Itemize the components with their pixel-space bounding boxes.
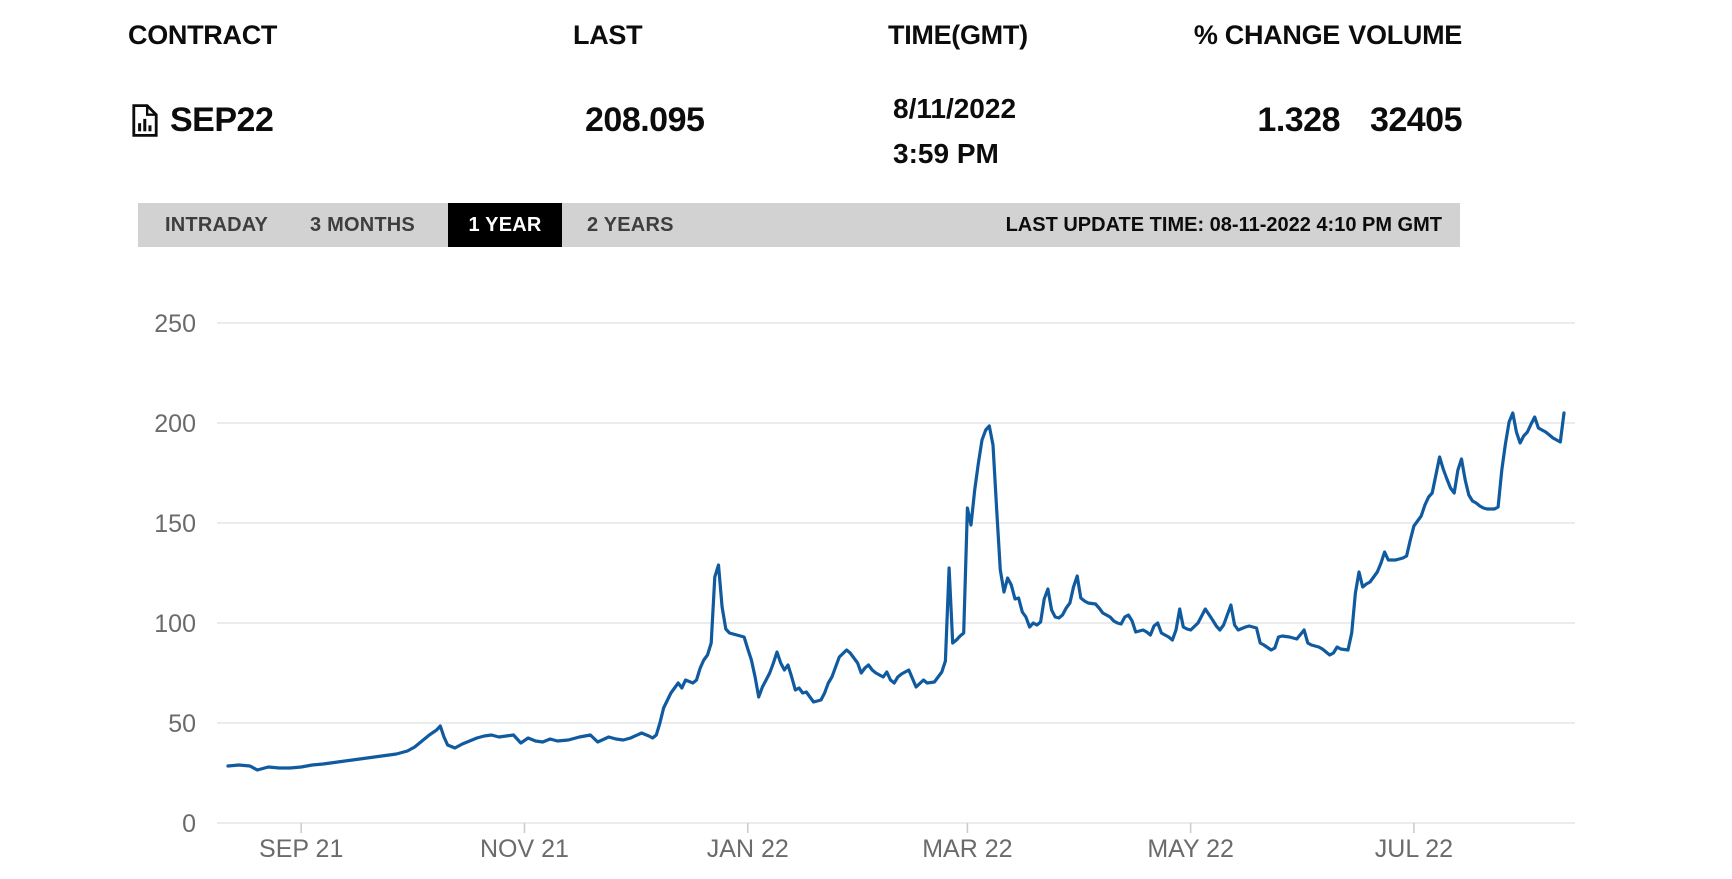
y-axis-label: 250 — [154, 310, 196, 338]
tab-2-years[interactable]: 2 YEARS — [587, 214, 674, 236]
last-price: 208.095 — [585, 101, 705, 139]
last-update-time: LAST UPDATE TIME: 08-11-2022 4:10 PM GMT — [1005, 214, 1442, 236]
col-header-volume: VOLUME — [1348, 20, 1462, 50]
document-chart-icon — [131, 103, 159, 138]
tab-intraday[interactable]: INTRADAY — [165, 214, 269, 236]
x-axis-label: JAN 22 — [707, 835, 789, 863]
range-tab-bar: INTRADAY 3 MONTHS 1 YEAR 2 YEARS LAST UP… — [138, 203, 1460, 247]
col-header-change: % CHANGE — [1193, 20, 1340, 50]
x-axis-label: NOV 21 — [480, 835, 569, 863]
y-axis-label: 200 — [154, 410, 196, 438]
tab-1-year[interactable]: 1 YEAR — [448, 203, 562, 247]
col-header-time: TIME(GMT) — [888, 20, 1028, 50]
col-header-contract: CONTRACT — [128, 20, 278, 50]
x-axis-label: MAY 22 — [1147, 835, 1234, 863]
y-axis-label: 100 — [154, 610, 196, 638]
y-axis-label: 50 — [168, 710, 196, 738]
y-axis-label: 150 — [154, 510, 196, 538]
x-axis-label: JUL 22 — [1375, 835, 1453, 863]
contract-cell[interactable]: SEP22 — [131, 101, 274, 140]
contract-symbol: SEP22 — [170, 101, 274, 139]
quote-date: 8/11/2022 — [893, 93, 1017, 124]
x-axis-label: SEP 21 — [259, 835, 343, 863]
col-header-last: LAST — [573, 20, 643, 50]
quote-time: 3:59 PM — [893, 138, 999, 169]
volume-value: 32405 — [1369, 101, 1463, 139]
tab-3-months[interactable]: 3 MONTHS — [310, 214, 415, 236]
y-axis-label: 0 — [182, 810, 196, 838]
percent-change: 1.328 — [1257, 101, 1340, 139]
price-line — [226, 411, 1566, 772]
x-axis-label: MAR 22 — [922, 835, 1012, 863]
